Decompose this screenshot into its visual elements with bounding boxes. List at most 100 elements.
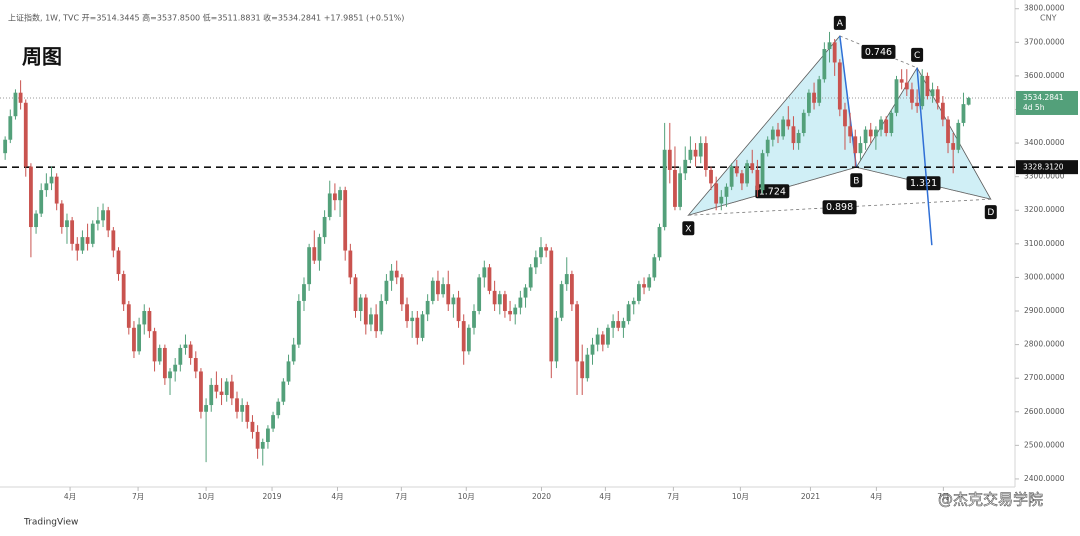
candle-body: [740, 173, 744, 184]
candle-body: [3, 139, 8, 154]
candle-body: [384, 280, 389, 301]
candle-body: [832, 42, 837, 63]
ratio-label: 1.724: [759, 186, 786, 197]
candle-body: [688, 149, 693, 160]
x-tick-label: 2020: [532, 492, 551, 501]
candle-body: [642, 284, 646, 288]
candle-body: [946, 119, 950, 144]
candle-body: [549, 250, 554, 362]
candle-body: [338, 190, 342, 201]
candle-body: [554, 317, 559, 362]
candle-body: [466, 327, 471, 352]
y-tick-label: 3600.0000: [1024, 71, 1065, 80]
candle-body: [214, 384, 219, 392]
candle-body: [528, 267, 533, 288]
y-tick-label: 2700.0000: [1024, 373, 1065, 382]
candle-body: [405, 304, 409, 322]
candle-body: [636, 284, 641, 301]
candle-body: [616, 321, 621, 328]
pattern-leg: [916, 67, 933, 246]
candle-body: [219, 391, 224, 395]
candle-body: [317, 237, 322, 261]
candle-body: [518, 297, 523, 308]
candle-body: [276, 401, 281, 416]
candle-body: [162, 347, 167, 379]
ratio-box: [906, 176, 941, 191]
plot-area: 2400.0000 2500.0000 2600.0000 2700.0000 2800…: [0, 4, 1078, 501]
candle-body: [188, 344, 193, 359]
y-tick-label: 3800.0000: [1024, 4, 1065, 13]
candle-body: [441, 284, 445, 295]
candle-body: [39, 190, 44, 214]
x-tick-label: 4月: [331, 492, 343, 501]
candle-body: [817, 79, 822, 103]
candle-body: [142, 311, 147, 325]
candle-body: [65, 220, 69, 228]
candle-body: [266, 428, 270, 442]
candle-body: [580, 361, 585, 379]
point-box: [850, 173, 863, 188]
candle-body: [80, 237, 85, 251]
candle-body: [930, 89, 935, 97]
candle-body: [745, 163, 749, 184]
candle-body: [523, 287, 528, 298]
x-tick-label: 10月: [198, 492, 215, 501]
candle-body: [889, 112, 894, 134]
candle-body: [884, 119, 889, 134]
candle-body: [132, 327, 136, 352]
candle-body: [121, 274, 126, 305]
candle-body: [348, 250, 353, 278]
candle-body: [302, 284, 306, 301]
ratio-label: 0.746: [865, 47, 892, 58]
candle-body: [183, 344, 188, 348]
y-tick-label: 3300.0000: [1024, 172, 1065, 181]
point-box: [833, 15, 846, 30]
candle-body: [291, 344, 296, 362]
candle-body: [322, 216, 327, 238]
candle-body: [812, 92, 816, 103]
candle-body: [75, 243, 80, 251]
x-tick-label: 2019: [262, 492, 281, 501]
candle-body: [770, 129, 775, 140]
point-label: B: [853, 176, 859, 186]
point-box: [682, 221, 695, 236]
candle-body: [796, 133, 801, 144]
x-tick-label: 7月: [132, 492, 144, 501]
candle-body: [281, 381, 286, 402]
candle-body: [657, 227, 662, 258]
ratio-label: 1.321: [910, 178, 937, 189]
candle-body: [915, 102, 920, 107]
ratio-line: [856, 166, 991, 200]
candle-body: [451, 297, 456, 305]
candle-body: [497, 294, 502, 305]
candle-body: [157, 347, 162, 362]
candle-body: [590, 344, 595, 355]
candle-body: [647, 277, 652, 288]
x-tick-label: 10月: [732, 492, 749, 501]
candle-body: [709, 169, 713, 184]
candle-body: [822, 49, 827, 80]
candle-body: [13, 92, 18, 117]
candle-body: [312, 247, 317, 261]
candle-body: [173, 364, 178, 372]
candle-body: [168, 371, 172, 379]
last-price-tag: [1016, 90, 1078, 115]
candle-body: [286, 361, 291, 382]
candle-body: [853, 136, 858, 154]
candle-body: [332, 193, 337, 201]
candle-body: [446, 284, 451, 305]
candle-body: [564, 274, 569, 285]
candle-body: [199, 371, 203, 412]
candle-body: [492, 290, 497, 305]
candle-body: [410, 317, 415, 322]
y-tick-label: 2900.0000: [1024, 306, 1065, 315]
candle-body: [652, 257, 657, 278]
candle-body: [760, 153, 765, 191]
candle-body: [240, 405, 245, 412]
candle-body: [425, 300, 430, 315]
candle-body: [698, 143, 703, 157]
candle-body: [678, 173, 683, 207]
y-tick-label: 3000.0000: [1024, 272, 1065, 281]
point-box: [984, 205, 997, 220]
level-label: 3328.3120: [1023, 163, 1064, 172]
